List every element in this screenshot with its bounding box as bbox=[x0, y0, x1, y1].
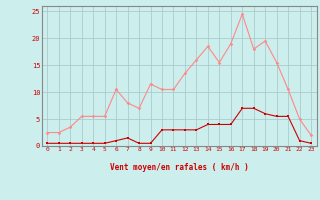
X-axis label: Vent moyen/en rafales ( km/h ): Vent moyen/en rafales ( km/h ) bbox=[110, 164, 249, 172]
